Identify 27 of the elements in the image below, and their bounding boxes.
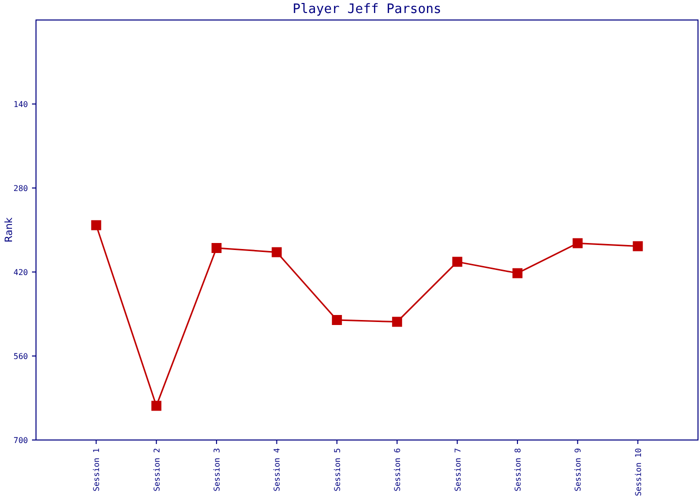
x-tick-label: Session 5 [332,448,342,492]
y-tick-label: 700 [14,436,28,445]
x-tick-label: Session 3 [212,448,222,492]
point [392,316,402,327]
chart-title: Player Jeff Parsons [292,2,442,17]
point [212,243,222,253]
x-tick-label: Session 2 [152,448,162,492]
point [272,247,282,258]
y-tick-label: 280 [14,184,28,193]
y-axis-title: Rank [4,217,15,242]
x-tick-label: Session 8 [513,448,522,492]
y-tick-label: 560 [14,352,28,361]
point [452,256,462,267]
x-tick-label: Session 10 [634,448,643,496]
x-tick-label: Session 7 [453,448,462,492]
point [572,238,583,248]
point [512,268,522,278]
x-tick-label: Session 4 [272,448,282,492]
point [151,400,162,411]
y-tick-label: 140 [14,100,28,109]
x-tick-label: Session 6 [393,448,402,492]
point [332,315,342,325]
x-tick-label: Session 9 [574,448,583,492]
y-tick-label: 420 [14,268,28,277]
x-tick-label: Session 1 [92,448,102,492]
point [632,241,643,252]
point [91,220,102,230]
